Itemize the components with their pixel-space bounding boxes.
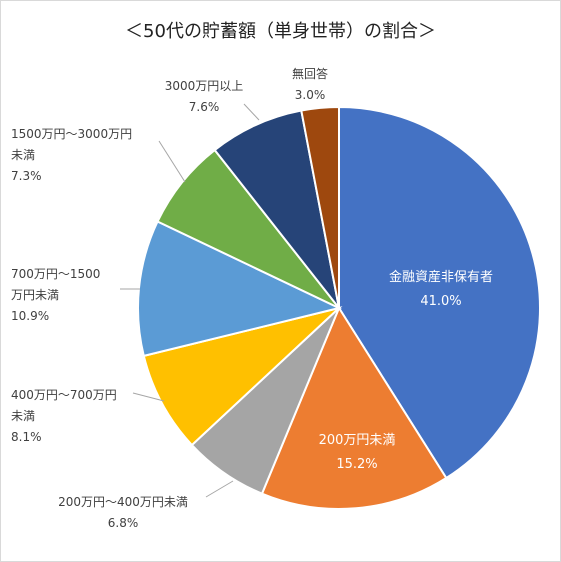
leader-line xyxy=(205,480,234,498)
slice-value-label: 6.8% xyxy=(108,516,139,530)
leader-line xyxy=(243,103,260,121)
slice-category-label: 700万円～1500 xyxy=(11,267,100,281)
chart-title: ＜50代の貯蓄額（単身世帯）の割合＞ xyxy=(125,21,436,42)
slice-value-label: 7.6% xyxy=(189,100,220,114)
slice-value-label: 7.3% xyxy=(11,169,42,183)
pie-slice xyxy=(142,306,343,447)
slice-category-label: 金融資産非保有者 xyxy=(389,269,493,285)
pie-slice xyxy=(300,105,340,309)
slice-value-label: 8.1% xyxy=(11,430,42,444)
pie-slice xyxy=(260,305,448,510)
slice-label: 金融資産非保有者 41.0% xyxy=(389,269,493,309)
slice-category-label: 未満 xyxy=(11,148,35,162)
slice-value-label: 3.0% xyxy=(295,88,326,102)
slice-label: 400万円～700万円未満 8.1% xyxy=(11,388,117,444)
slice-category-label: 3000万円以上 xyxy=(165,79,244,93)
slice-category-label: 未満 xyxy=(11,409,35,423)
slice-category-label: 万円未満 xyxy=(11,288,59,302)
leader-line xyxy=(132,392,165,402)
slice-value-label: 15.2% xyxy=(336,457,377,472)
slice-category-label: 1500万円～3000万円 xyxy=(11,127,132,141)
pie-slice xyxy=(137,220,342,358)
slice-value-label: 41.0% xyxy=(420,294,461,309)
slice-category-label: 200万円～400万円未満 xyxy=(58,495,188,509)
slice-label: 1500万円～3000万円未満 7.3% xyxy=(11,127,132,183)
leader-line xyxy=(158,140,186,183)
slice-label: 3000万円以上 7.6% xyxy=(165,79,244,114)
pie-slice xyxy=(338,105,541,480)
slice-category-label: 無回答 xyxy=(292,66,328,81)
slice-label: 無回答 3.0% xyxy=(292,66,328,102)
pie-slice xyxy=(213,109,340,309)
slice-label: 200万円未満 15.2% xyxy=(319,433,396,472)
slice-value-label: 10.9% xyxy=(11,309,49,323)
slice-label: 200万円～400万円未満 6.8% xyxy=(58,495,188,530)
slice-category-label: 400万円～700万円 xyxy=(11,388,117,402)
slice-category-label: 200万円未満 xyxy=(319,433,396,448)
slice-label: 700万円～1500 万円未満 10.9% xyxy=(11,267,100,323)
